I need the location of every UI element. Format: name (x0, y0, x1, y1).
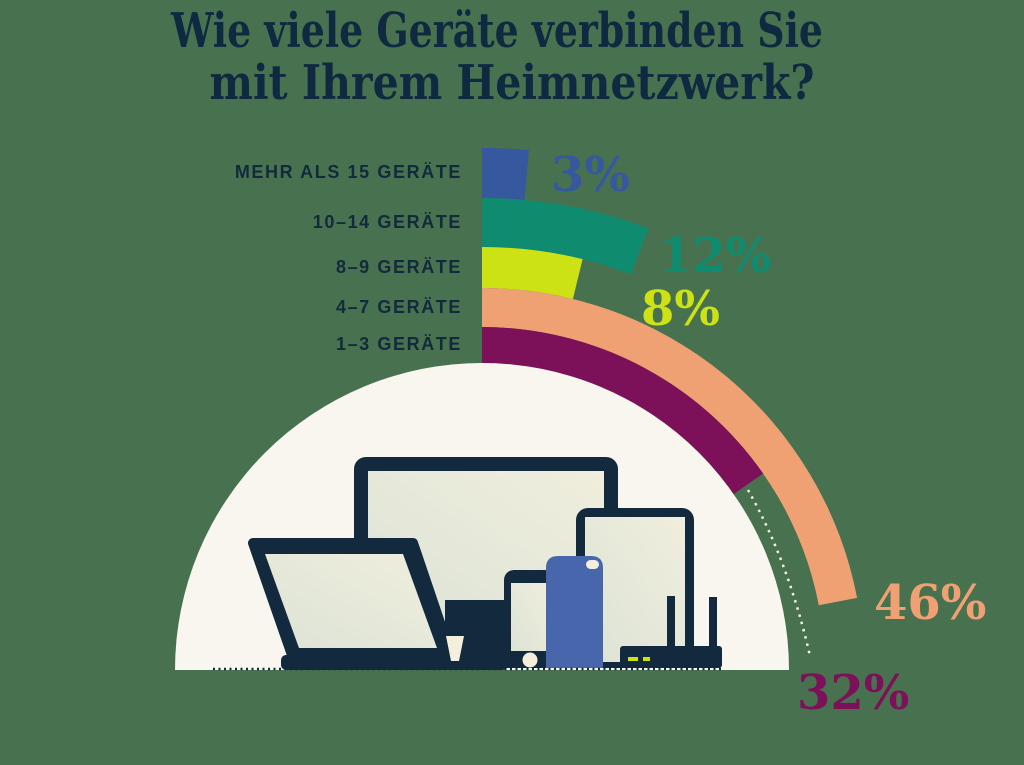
devices-illustration (213, 457, 723, 671)
arc-series (482, 147, 858, 606)
arc-segment-3 (482, 246, 583, 299)
category-label-4: 4–7 GERÄTE (336, 297, 462, 317)
category-label-1: MEHR ALS 15 GERÄTE (235, 162, 462, 182)
value-label-2: 12% (659, 228, 771, 284)
value-label-5: 32% (797, 665, 909, 721)
router-led (628, 657, 638, 661)
value-label-3: 8% (641, 281, 720, 337)
router-led (643, 657, 650, 661)
chart-title-line-2: mit Ihrem Heimnetzwerk? (210, 55, 815, 111)
value-label-4: 46% (874, 575, 986, 631)
chart-title-line-1: Wie viele Geräte verbinden Sie (170, 3, 823, 59)
value-label-1: 3% (551, 147, 630, 203)
arc-segment-1 (482, 147, 529, 200)
category-label-5: 1–3 GERÄTE (336, 334, 462, 354)
arc-segment-4 (482, 288, 858, 606)
arc-segment-2 (482, 198, 649, 275)
arc-segment-5 (482, 327, 764, 495)
smartphone-icon (504, 570, 556, 668)
leader-line-32-percent (746, 489, 812, 657)
wifi-router-icon (620, 596, 722, 668)
monitor-stand-notch (446, 636, 464, 661)
chart-labels: MEHR ALS 15 GERÄTE 3% 10–14 GERÄTE 12% 8–9 G… (235, 147, 987, 721)
category-label-3: 8–9 GERÄTE (336, 257, 462, 277)
category-label-2: 10–14 GERÄTE (313, 212, 462, 232)
laptop-icon (248, 538, 508, 670)
smartphone-blue-icon (546, 556, 603, 668)
